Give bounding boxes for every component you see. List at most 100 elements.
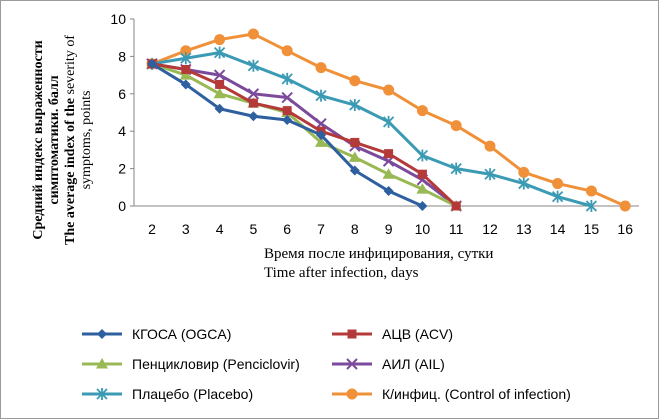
data-point xyxy=(518,177,530,190)
legend-item: АЦВ (ACV) xyxy=(332,326,453,342)
data-point xyxy=(215,79,225,89)
series-1 xyxy=(147,58,428,211)
y-tick-label: 0 xyxy=(118,198,126,214)
legend-marker xyxy=(346,388,358,400)
y-tick-label: 8 xyxy=(118,48,126,64)
series-line xyxy=(151,62,457,208)
y-axis-title-en-line1: The average index of the severity of xyxy=(63,35,78,245)
x-tick-label: 6 xyxy=(283,221,291,237)
data-point xyxy=(281,45,293,57)
legend-item: К/инфиц. (Control of infection) xyxy=(332,386,571,402)
data-point xyxy=(282,114,293,125)
series-group xyxy=(146,28,631,212)
legend-label: АИЛ (AIL) xyxy=(382,356,445,372)
series-line xyxy=(151,51,592,208)
data-point xyxy=(213,46,226,59)
x-axis-title-ru: Время после инфицирования, сутки xyxy=(264,246,493,262)
data-point xyxy=(383,84,395,96)
x-tick-label: 2 xyxy=(148,221,156,237)
data-point xyxy=(281,91,293,104)
data-point xyxy=(450,162,462,175)
x-tick-label: 11 xyxy=(449,221,464,237)
series-4 xyxy=(146,58,462,212)
series-line xyxy=(151,62,424,208)
data-point xyxy=(180,79,191,90)
series-line xyxy=(151,62,458,208)
y-axis-title: Средний индекс выраженности симптоматики… xyxy=(31,35,94,245)
legend-item: АИЛ (AIL) xyxy=(332,356,445,372)
legend-label: Пенцикловир (Penciclovir) xyxy=(132,356,300,372)
data-point xyxy=(316,129,326,140)
data-point xyxy=(450,120,462,132)
y-tick-label: 2 xyxy=(118,161,126,177)
y-tick-label: 4 xyxy=(118,123,126,139)
data-point xyxy=(384,149,394,159)
data-point xyxy=(416,105,428,117)
data-point xyxy=(179,69,192,80)
data-point xyxy=(619,200,631,212)
data-point xyxy=(417,201,428,211)
x-tick-label: 15 xyxy=(584,221,600,237)
y-axis-title-en-bold: The average index of the xyxy=(63,98,78,245)
x-tick-label: 16 xyxy=(617,221,633,237)
data-point xyxy=(484,168,496,181)
data-point xyxy=(213,69,226,81)
x-axis-title-en: Time after infection, days xyxy=(264,265,419,281)
x-tick-label: 7 xyxy=(317,221,325,237)
data-point xyxy=(349,75,361,87)
data-point xyxy=(348,151,361,162)
data-point xyxy=(484,140,496,152)
data-point xyxy=(248,98,258,108)
legend-marker xyxy=(96,358,108,369)
data-point xyxy=(585,185,597,197)
data-point xyxy=(551,190,564,203)
data-point xyxy=(350,137,360,147)
series-2 xyxy=(147,59,461,211)
legend-marker xyxy=(97,329,107,339)
legend-item: Плацебо (Placebo) xyxy=(82,386,253,402)
data-point xyxy=(180,45,192,57)
data-point xyxy=(180,52,192,65)
data-point xyxy=(214,103,225,114)
marker-stroke xyxy=(346,358,358,370)
data-point xyxy=(382,115,395,128)
x-tick-label: 3 xyxy=(182,221,190,237)
y-axis-title-ru-line1: Средний индекс выраженности xyxy=(31,40,46,239)
y-tick-labels: 0 2 4 6 8 10 xyxy=(110,11,126,214)
marker-stroke xyxy=(213,69,226,81)
data-point xyxy=(281,72,293,85)
data-point xyxy=(416,183,429,194)
x-tick-label: 8 xyxy=(351,221,359,237)
data-point xyxy=(315,89,327,102)
data-point xyxy=(315,136,327,147)
data-point xyxy=(247,88,260,100)
x-tick-label: 4 xyxy=(216,221,224,237)
data-point xyxy=(416,149,429,162)
series-5 xyxy=(146,46,598,212)
marker-stroke xyxy=(281,91,293,104)
legend-item: КГОСА (OGCA) xyxy=(82,326,231,342)
x-tick-label: 9 xyxy=(385,221,393,237)
data-point xyxy=(349,99,361,112)
legend-label: Плацебо (Placebo) xyxy=(132,386,253,402)
data-point xyxy=(147,58,157,69)
x-tick-label: 13 xyxy=(516,221,532,237)
data-point xyxy=(213,87,226,99)
legend-marker xyxy=(346,358,358,370)
legend-item: Пенцикловир (Penciclovir) xyxy=(82,356,300,372)
data-point xyxy=(585,200,598,212)
x-tick-label: 12 xyxy=(482,221,498,237)
x-tick-label: 14 xyxy=(550,221,566,237)
data-point xyxy=(382,168,395,179)
data-point xyxy=(247,28,259,40)
legend-marker xyxy=(347,329,357,339)
y-tick-label: 6 xyxy=(118,86,126,102)
series-line xyxy=(151,62,458,208)
axes xyxy=(130,18,639,207)
legend: КГОСА (OGCA) АЦВ (ACV) Пенцикловир (Pencic… xyxy=(82,326,571,402)
data-point xyxy=(518,166,530,178)
x-tick-label: 10 xyxy=(415,221,431,237)
data-point xyxy=(417,169,427,179)
legend-label: К/инфиц. (Control of infection) xyxy=(382,386,571,402)
